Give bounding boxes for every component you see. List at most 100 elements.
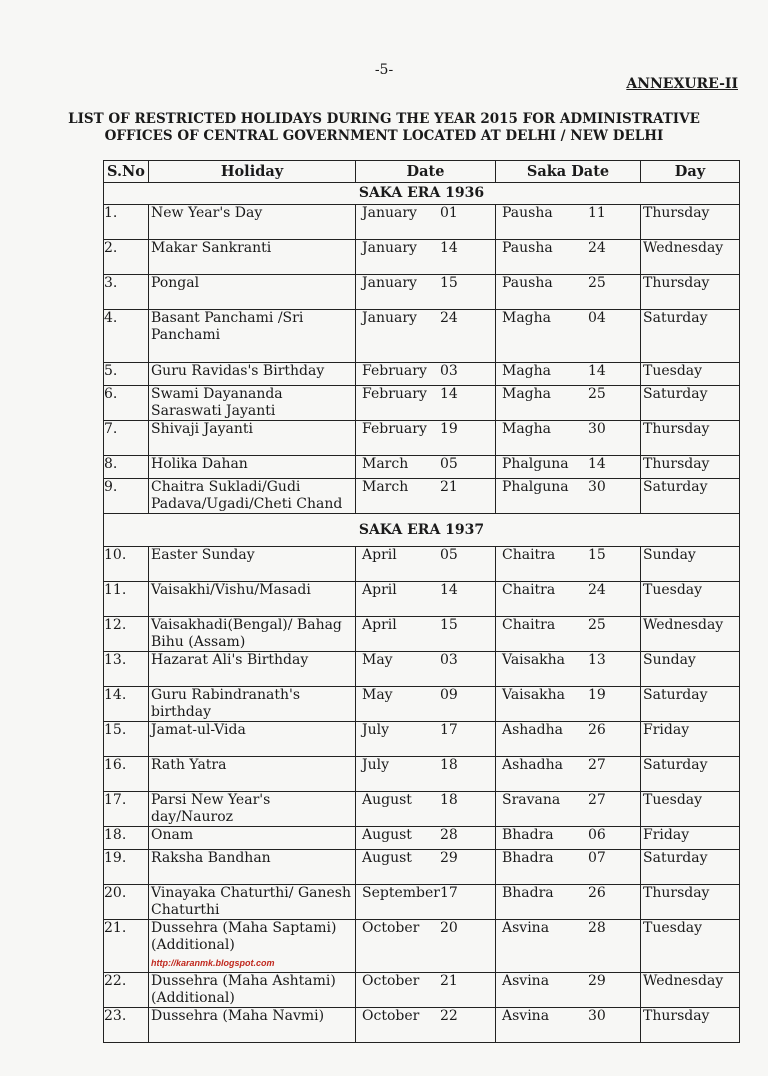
- header-day: Day: [640, 160, 740, 183]
- holiday-name: Guru Ravidas's Birthday: [151, 363, 325, 379]
- saka-month: Chaitra: [502, 547, 556, 563]
- saka-month: Pausha: [502, 275, 553, 291]
- table-row: 17. Parsi New Year's day/Nauroz August 18…: [103, 791, 740, 827]
- saka-day: 11: [588, 205, 606, 221]
- saka-day: 30: [588, 479, 606, 495]
- cell-saka-date: Phalguna 14: [495, 455, 641, 479]
- cell-day: Friday: [640, 826, 740, 850]
- holiday-name: Dussehra (Maha Navmi): [151, 1008, 325, 1024]
- date-day: 17: [440, 885, 458, 901]
- date-month: October: [362, 1008, 420, 1024]
- header-date: Date: [355, 160, 496, 183]
- page-number: -5-: [374, 62, 394, 78]
- cell-date: October 20: [355, 919, 496, 973]
- date-month: January: [362, 310, 417, 326]
- date-month: January: [362, 205, 417, 221]
- cell-sno: 15.: [103, 721, 149, 757]
- cell-holiday: Easter Sunday: [148, 546, 356, 582]
- cell-saka-date: Asvina 29: [495, 972, 641, 1008]
- table-row: 5. Guru Ravidas's Birthday February 03 Ma…: [103, 362, 740, 386]
- saka-month: Asvina: [502, 1008, 550, 1024]
- saka-day: 26: [588, 722, 606, 738]
- saka-month: Magha: [502, 421, 552, 437]
- date-day: 14: [440, 582, 458, 598]
- cell-saka-date: Magha 04: [495, 309, 641, 363]
- cell-sno: 1.: [103, 204, 149, 240]
- date-day: 03: [440, 363, 458, 379]
- document-title: LIST OF RESTRICTED HOLIDAYS DURING THE Y…: [0, 111, 768, 145]
- header-holiday: Holiday: [148, 160, 356, 183]
- date-month: August: [362, 827, 412, 843]
- era-row: SAKA ERA 1936: [103, 182, 740, 205]
- cell-day: Saturday: [640, 849, 740, 885]
- saka-month: Ashadha: [502, 722, 563, 738]
- cell-holiday: Swami Dayananda Saraswati Jayanti: [148, 385, 356, 421]
- saka-day: 27: [588, 792, 606, 808]
- holiday-name: Chaitra Sukladi/Gudi Padava/Ugadi/Cheti …: [151, 479, 343, 512]
- date-day: 05: [440, 547, 458, 563]
- cell-holiday: Hazarat Ali's Birthday: [148, 651, 356, 687]
- cell-day: Thursday: [640, 204, 740, 240]
- date-month: February: [362, 363, 427, 379]
- cell-saka-date: Ashadha 26: [495, 721, 641, 757]
- date-day: 24: [440, 310, 458, 326]
- saka-month: Asvina: [502, 920, 550, 936]
- cell-holiday: Guru Ravidas's Birthday: [148, 362, 356, 386]
- cell-saka-date: Vaisakha 13: [495, 651, 641, 687]
- cell-day: Wednesday: [640, 616, 740, 652]
- cell-sno: 8.: [103, 455, 149, 479]
- holiday-name: Swami Dayananda Saraswati Jayanti: [151, 386, 283, 419]
- cell-holiday: Basant Panchami /Sri Panchami: [148, 309, 356, 363]
- cell-date: February 14: [355, 385, 496, 421]
- watermark: http://karanmk.blogspot.com: [151, 958, 275, 968]
- cell-sno: 4.: [103, 309, 149, 363]
- table-row: 16. Rath Yatra July 18 Ashadha 27 Saturday: [103, 756, 740, 792]
- table-row: 3. Pongal January 15 Pausha 25 Thursday: [103, 274, 740, 310]
- saka-month: Magha: [502, 363, 552, 379]
- cell-sno: 6.: [103, 385, 149, 421]
- cell-holiday: Dussehra (Maha Saptami) (Additional) htt…: [148, 919, 356, 973]
- cell-date: January 14: [355, 239, 496, 275]
- saka-day: 27: [588, 757, 606, 773]
- cell-day: Saturday: [640, 385, 740, 421]
- holiday-name: Hazarat Ali's Birthday: [151, 652, 309, 668]
- holiday-name: Basant Panchami /Sri Panchami: [151, 310, 304, 343]
- cell-saka-date: Asvina 30: [495, 1007, 641, 1043]
- saka-month: Magha: [502, 386, 552, 402]
- table-row: 6. Swami Dayananda Saraswati Jayanti Feb…: [103, 385, 740, 421]
- table-row: 13. Hazarat Ali's Birthday May 03 Vaisakh…: [103, 651, 740, 687]
- holiday-name: Vaisakhadi(Bengal)/ Bahag Bihu (Assam): [151, 617, 342, 650]
- saka-month: Vaisakha: [502, 652, 566, 668]
- holiday-name: Vaisakhi/Vishu/Masadi: [151, 582, 311, 598]
- cell-day: Thursday: [640, 1007, 740, 1043]
- saka-day: 19: [588, 687, 606, 703]
- saka-day: 25: [588, 617, 606, 633]
- holiday-name: Easter Sunday: [151, 547, 255, 563]
- saka-month: Phalguna: [502, 479, 569, 495]
- table-header-row: S.No Holiday Date Saka Date Day: [103, 160, 740, 183]
- table-row: 4. Basant Panchami /Sri Panchami January…: [103, 309, 740, 363]
- date-day: 03: [440, 652, 458, 668]
- cell-day: Tuesday: [640, 791, 740, 827]
- holiday-name: Makar Sankranti: [151, 240, 272, 256]
- cell-date: September17: [355, 884, 496, 920]
- era-heading: SAKA ERA 1936: [103, 182, 740, 205]
- saka-month: Bhadra: [502, 850, 554, 866]
- table-row: 20. Vinayaka Chaturthi/ Ganesh Chaturthi…: [103, 884, 740, 920]
- cell-saka-date: Vaisakha 19: [495, 686, 641, 722]
- cell-sno: 22.: [103, 972, 149, 1008]
- cell-date: May 09: [355, 686, 496, 722]
- saka-day: 07: [588, 850, 606, 866]
- saka-month: Vaisakha: [502, 687, 566, 703]
- cell-sno: 16.: [103, 756, 149, 792]
- cell-sno: 19.: [103, 849, 149, 885]
- saka-month: Bhadra: [502, 827, 554, 843]
- date-day: 14: [440, 240, 458, 256]
- cell-day: Saturday: [640, 478, 740, 514]
- date-month: July: [362, 757, 390, 773]
- cell-day: Sunday: [640, 651, 740, 687]
- cell-date: March 21: [355, 478, 496, 514]
- cell-holiday: Holika Dahan: [148, 455, 356, 479]
- table-row: 8. Holika Dahan March 05 Phalguna 14 Thurs…: [103, 455, 740, 479]
- cell-holiday: Shivaji Jayanti: [148, 420, 356, 456]
